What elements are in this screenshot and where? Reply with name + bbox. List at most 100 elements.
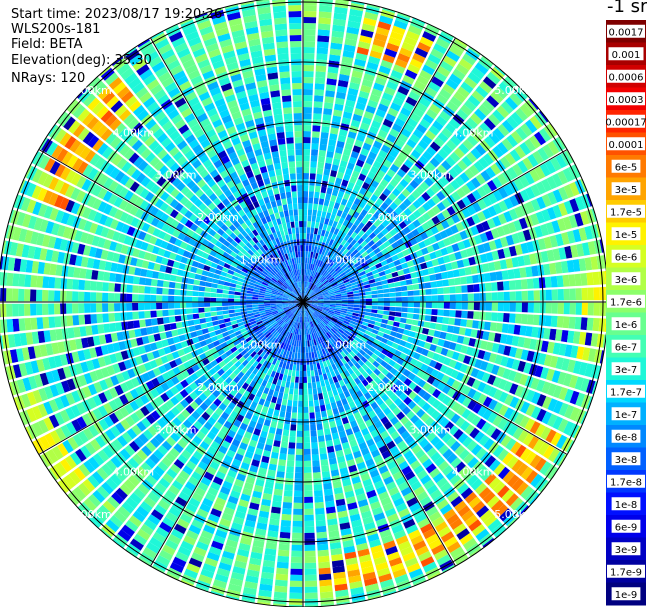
ppi-cell <box>335 257 341 264</box>
ppi-cell <box>455 294 462 302</box>
ppi-cell <box>295 346 299 353</box>
ppi-cell <box>324 281 330 286</box>
ppi-cell <box>507 370 517 382</box>
ppi-cell <box>390 69 403 80</box>
ppi-cell <box>446 270 454 279</box>
ppi-cell <box>162 280 170 288</box>
ppi-cell <box>464 99 477 112</box>
ppi-cell <box>281 514 292 521</box>
ppi-cell <box>368 336 376 343</box>
ppi-cell <box>592 271 600 285</box>
ppi-cell <box>400 285 408 292</box>
ppi-cell <box>303 77 314 84</box>
ppi-cell <box>174 289 181 296</box>
ppi-cell <box>361 217 369 225</box>
ppi-cell <box>347 296 354 300</box>
ppi-cell <box>402 74 415 85</box>
ppi-cell <box>398 202 408 212</box>
ppi-cell <box>303 65 314 72</box>
ppi-cell <box>391 25 406 36</box>
ppi-cell <box>401 307 408 313</box>
ppi-cell <box>96 303 103 313</box>
ppi-cell <box>544 315 552 327</box>
ppi-cell <box>522 229 532 241</box>
ppi-cell <box>368 251 376 258</box>
ppi-cell <box>321 471 331 478</box>
ppi-cell <box>316 47 329 55</box>
ppi-cell <box>320 132 329 139</box>
ppi-cell <box>388 262 396 269</box>
ppi-cell <box>454 251 463 260</box>
ppi-cell <box>562 167 574 182</box>
ppi-cell <box>323 482 333 490</box>
ppi-cell <box>546 341 555 354</box>
ppi-cell <box>443 340 451 349</box>
ppi-cell <box>341 154 350 162</box>
ppi-cell <box>376 251 384 258</box>
ppi-cell <box>306 281 310 288</box>
ppi-cell <box>367 240 375 247</box>
ppi-cell <box>234 288 242 292</box>
ppi-cell <box>543 354 553 367</box>
ppi-cell <box>448 278 456 286</box>
ppi-cell <box>283 490 293 497</box>
ppi-cell <box>139 319 146 328</box>
ppi-cell <box>493 401 504 414</box>
ppi-cell <box>342 276 349 282</box>
ppi-cell <box>557 418 569 433</box>
ppi-cell <box>318 441 326 449</box>
ppi-cell <box>567 330 575 344</box>
ppi-cell <box>360 148 370 157</box>
ppi-cell <box>359 270 366 276</box>
ppi-cell <box>272 494 283 502</box>
ppi-cell <box>341 117 351 125</box>
ppi-cell <box>327 232 334 239</box>
ppi-cell <box>303 95 313 102</box>
ppi-cell <box>327 390 334 398</box>
ppi-cell <box>345 250 352 258</box>
ppi-cell <box>323 307 330 311</box>
ppi-cell <box>558 402 569 417</box>
ppi-cell <box>292 520 303 527</box>
ppi-cell <box>310 270 313 277</box>
ppi-cell <box>430 183 440 194</box>
ppi-cell <box>334 308 342 312</box>
ppi-cell <box>363 318 370 323</box>
ppi-cell <box>466 204 477 216</box>
ppi-cell <box>109 322 117 332</box>
ppi-cell <box>316 381 321 388</box>
ppi-cell <box>296 442 303 449</box>
ppi-cell <box>78 303 85 314</box>
ppi-cell <box>297 424 303 431</box>
ppi-cell <box>331 164 339 172</box>
ppi-cell <box>431 295 438 302</box>
ppi-cell <box>391 241 399 249</box>
ppi-cell <box>530 198 541 212</box>
ppi-cell <box>404 123 415 133</box>
ppi-cell <box>396 251 405 259</box>
ppi-cell <box>320 276 325 282</box>
ppi-cell <box>365 298 372 302</box>
ppi-cell <box>408 25 423 36</box>
ppi-cell <box>437 65 451 78</box>
ppi-cell <box>354 58 366 67</box>
ppi-cell <box>447 325 455 333</box>
ppi-cell <box>389 163 400 173</box>
ppi-cell <box>317 283 323 288</box>
ppi-cell <box>298 340 301 347</box>
ppi-cell <box>306 288 310 294</box>
ppi-cell <box>388 237 396 245</box>
ppi-cell <box>401 291 408 297</box>
ppi-cell <box>440 247 449 256</box>
ppi-cell <box>318 567 331 575</box>
ppi-cell <box>376 231 385 240</box>
ppi-cell <box>511 359 521 371</box>
ppi-cell <box>408 266 416 273</box>
ppi-cell <box>322 114 332 122</box>
ppi-cell <box>510 130 523 144</box>
ppi-cell <box>313 286 318 292</box>
ppi-cell <box>222 302 229 306</box>
ppi-cell <box>78 291 85 302</box>
ppi-cell <box>500 236 509 248</box>
ppi-cell <box>169 274 177 282</box>
